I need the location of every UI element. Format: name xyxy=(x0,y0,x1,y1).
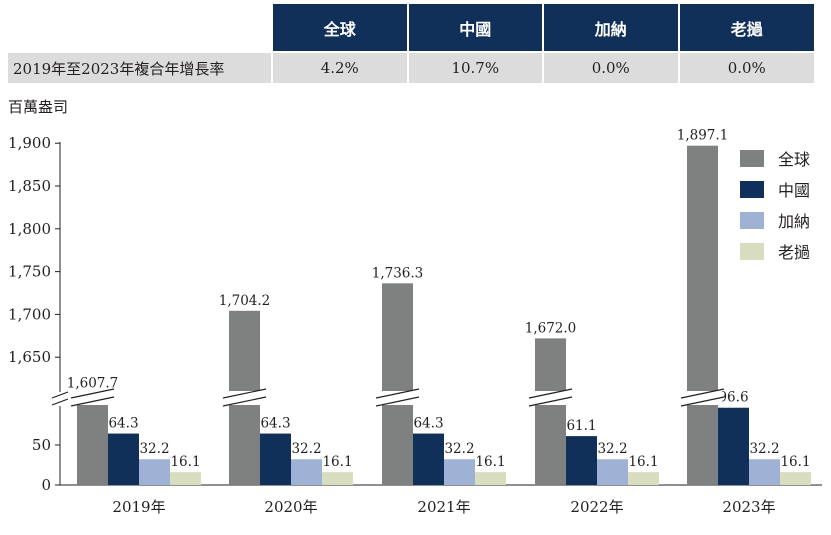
header-blank-cell xyxy=(8,4,272,52)
bar-老撾 xyxy=(322,472,353,485)
y-tick-label: 1,900 xyxy=(8,134,51,152)
bar-break-gap xyxy=(531,391,570,405)
bar-全球 xyxy=(687,145,718,485)
bar-老撾 xyxy=(780,472,811,485)
legend-swatch-全球 xyxy=(740,150,764,167)
bar-全球 xyxy=(535,338,566,485)
header-global: 全球 xyxy=(271,4,408,52)
bar-break-mark xyxy=(528,396,573,407)
bar-加納 xyxy=(139,459,170,485)
bar-加納 xyxy=(597,459,628,485)
header-laos: 老撾 xyxy=(677,4,814,52)
bar-break-mark xyxy=(680,388,725,399)
bar-加納 xyxy=(749,459,780,485)
bar-全球 xyxy=(77,393,108,485)
data-label: 64.3 xyxy=(260,416,290,432)
cagr-china-value: 10.7% xyxy=(406,51,543,83)
bar-break-mark xyxy=(680,396,725,407)
y-tick-label: 1,700 xyxy=(8,305,51,323)
bar-break-gap xyxy=(378,391,417,405)
data-label: 32.2 xyxy=(749,441,779,457)
bar-break-mark xyxy=(375,396,420,407)
x-tick-label: 2020年 xyxy=(264,498,317,516)
data-label: 16.1 xyxy=(780,454,810,470)
y-tick-label: 1,650 xyxy=(8,348,51,366)
legend-swatch-加納 xyxy=(740,212,764,229)
unit-label: 百萬盎司 xyxy=(8,98,69,116)
bar-break-gap xyxy=(683,391,722,405)
data-label: 64.3 xyxy=(413,416,443,432)
x-tick-label: 2022年 xyxy=(570,498,623,516)
data-label: 64.3 xyxy=(108,416,138,432)
y-tick-label: 0 xyxy=(41,476,51,494)
bar-break-mark xyxy=(528,388,573,399)
y-tick-label: 1,850 xyxy=(8,177,51,195)
y-tick-label: 50 xyxy=(32,436,51,454)
legend-label: 中國 xyxy=(778,181,810,200)
x-tick-label: 2019年 xyxy=(112,498,165,516)
data-label: 32.2 xyxy=(291,441,321,457)
y-tick-label: 1,750 xyxy=(8,263,51,281)
cagr-ghana-value: 0.0% xyxy=(542,51,679,83)
bar-break-mark xyxy=(222,388,267,399)
bar-老撾 xyxy=(475,472,506,485)
cagr-row-label: 2019年至2023年複合年增長率 xyxy=(8,51,272,83)
data-label: 1,607.7 xyxy=(67,375,119,391)
bar-中國 xyxy=(718,407,749,485)
data-label: 96.6 xyxy=(718,390,748,406)
axis-break-mark xyxy=(51,391,69,399)
data-label: 16.1 xyxy=(322,454,352,470)
cagr-row: 2019年至2023年複合年增長率 4.2% 10.7% 0.0% 0.0% xyxy=(8,51,814,83)
bar-加納 xyxy=(291,459,322,485)
data-label: 16.1 xyxy=(170,454,200,470)
bar-break-mark xyxy=(375,388,420,399)
header-china: 中國 xyxy=(406,4,543,52)
bar-中國 xyxy=(413,433,444,485)
legend-swatch-中國 xyxy=(740,181,764,198)
bar-break-gap xyxy=(73,391,112,405)
data-label: 16.1 xyxy=(475,454,505,470)
bar-中國 xyxy=(260,433,291,485)
y-tick-label: 1,800 xyxy=(8,220,51,238)
bar-老撾 xyxy=(628,472,659,485)
bar-加納 xyxy=(444,459,475,485)
data-label: 16.1 xyxy=(628,454,658,470)
data-label: 1,672.0 xyxy=(525,320,577,336)
bar-break-gap xyxy=(225,391,264,405)
data-label: 32.2 xyxy=(139,441,169,457)
bar-中國 xyxy=(566,436,597,485)
cagr-table-header: 全球 中國 加納 老撾 xyxy=(8,4,814,52)
cagr-laos-value: 0.0% xyxy=(677,51,814,83)
data-label: 1,736.3 xyxy=(372,265,424,281)
legend-label: 全球 xyxy=(778,150,810,169)
legend-swatch-老撾 xyxy=(740,243,764,260)
bar-全球 xyxy=(382,283,413,485)
data-label: 61.1 xyxy=(566,418,596,434)
bar-老撾 xyxy=(170,472,201,485)
legend-label: 加納 xyxy=(778,212,810,231)
x-tick-label: 2023年 xyxy=(722,498,775,516)
bar-break-mark xyxy=(70,396,115,407)
cagr-table: 全球 中國 加納 老撾 2019年至2023年複合年增長率 4.2% 10.7%… xyxy=(8,4,814,83)
cagr-global-value: 4.2% xyxy=(271,51,408,83)
bar-break-mark xyxy=(70,388,115,399)
data-label: 32.2 xyxy=(444,441,474,457)
header-ghana: 加納 xyxy=(542,4,679,52)
bar-中國 xyxy=(108,433,139,485)
data-label: 1,897.1 xyxy=(677,128,729,144)
data-label: 1,704.2 xyxy=(219,293,271,309)
axis-break-mark xyxy=(51,398,69,406)
legend-label: 老撾 xyxy=(778,243,810,262)
bar-break-mark xyxy=(222,396,267,407)
data-label: 32.2 xyxy=(597,441,627,457)
x-tick-label: 2021年 xyxy=(417,498,470,516)
